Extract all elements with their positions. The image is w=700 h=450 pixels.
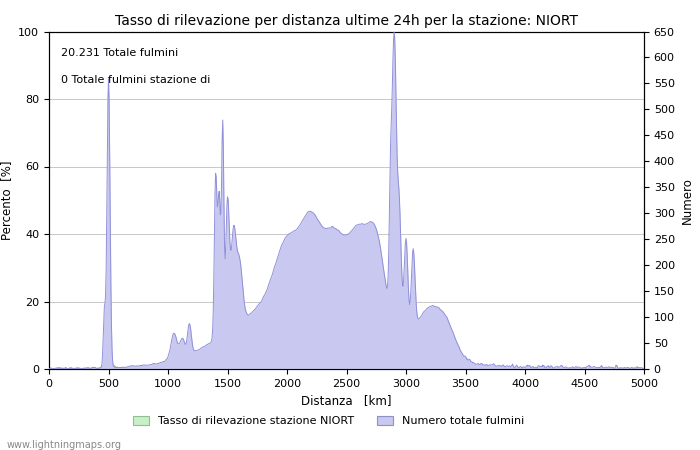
Y-axis label: Percento  [%]: Percento [%] [0, 161, 13, 240]
Y-axis label: Numero: Numero [680, 177, 694, 224]
X-axis label: Distanza   [km]: Distanza [km] [301, 394, 392, 407]
Legend: Tasso di rilevazione stazione NIORT, Numero totale fulmini: Tasso di rilevazione stazione NIORT, Num… [128, 412, 529, 431]
Text: www.lightningmaps.org: www.lightningmaps.org [7, 440, 122, 450]
Text: 20.231 Totale fulmini: 20.231 Totale fulmini [61, 49, 178, 58]
Text: 0 Totale fulmini stazione di: 0 Totale fulmini stazione di [61, 75, 210, 86]
Title: Tasso di rilevazione per distanza ultime 24h per la stazione: NIORT: Tasso di rilevazione per distanza ultime… [115, 14, 578, 27]
